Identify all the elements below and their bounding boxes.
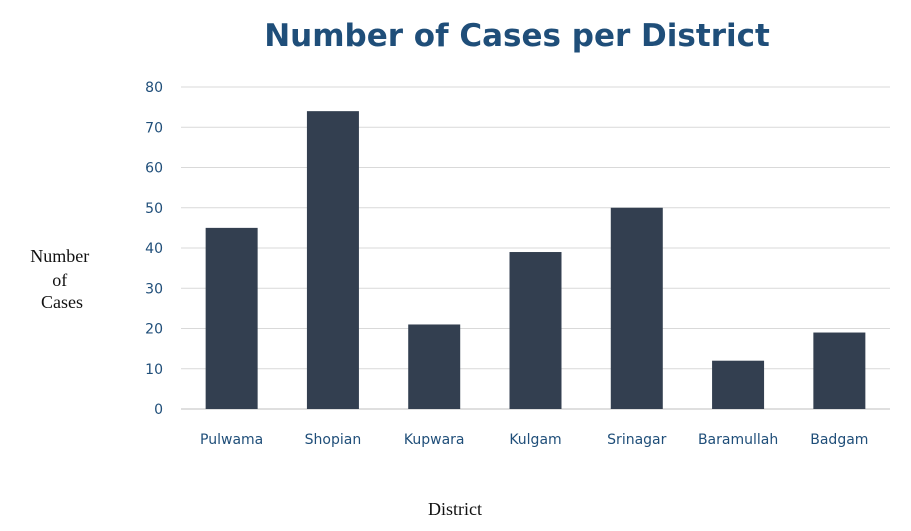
y-tick-label: 40: [145, 241, 163, 257]
y-tick-label: 50: [145, 201, 163, 217]
bar-kulgam: [509, 252, 562, 409]
bar-baramullah: [712, 360, 765, 409]
y-axis-title-line-1: Number: [30, 246, 89, 266]
y-axis-title: Number of Cases: [30, 246, 93, 312]
bar-pulwama: [205, 227, 258, 409]
x-tick-label-pulwama: Pulwama: [200, 432, 263, 448]
gridlines: [181, 86, 890, 410]
chart-title: Number of Cases per District: [264, 18, 770, 54]
bar-srinagar: [610, 207, 663, 409]
y-axis-title-line-3: Cases: [41, 292, 83, 312]
y-tick-label: 60: [145, 161, 163, 177]
y-tick-label: 20: [145, 322, 163, 338]
x-tick-labels: Pulwama Shopian Kupwara Kulgam Srinagar Baram…: [200, 432, 868, 448]
bar-badgam: [813, 332, 866, 409]
bar-shopian: [306, 111, 359, 410]
x-tick-label-shopian: Shopian: [305, 432, 362, 448]
y-tick-label: 70: [145, 120, 163, 136]
y-tick-label: 10: [145, 362, 163, 378]
x-tick-label-badgam: Badgam: [810, 432, 868, 448]
x-axis-title: District: [428, 499, 482, 519]
y-tick-labels: 0 10 20 30 40 50 60 70 80: [145, 80, 163, 418]
y-tick-label: 0: [154, 402, 163, 418]
y-tick-label: 30: [145, 281, 163, 297]
x-tick-label-kupwara: Kupwara: [404, 432, 465, 448]
y-axis-title-line-2: of: [52, 270, 67, 290]
bars: [205, 111, 866, 410]
x-tick-label-srinagar: Srinagar: [607, 432, 666, 448]
x-tick-label-kulgam: Kulgam: [509, 432, 561, 448]
y-tick-label: 80: [145, 80, 163, 96]
bar-kupwara: [408, 324, 461, 409]
x-tick-label-baramullah: Baramullah: [698, 432, 778, 448]
